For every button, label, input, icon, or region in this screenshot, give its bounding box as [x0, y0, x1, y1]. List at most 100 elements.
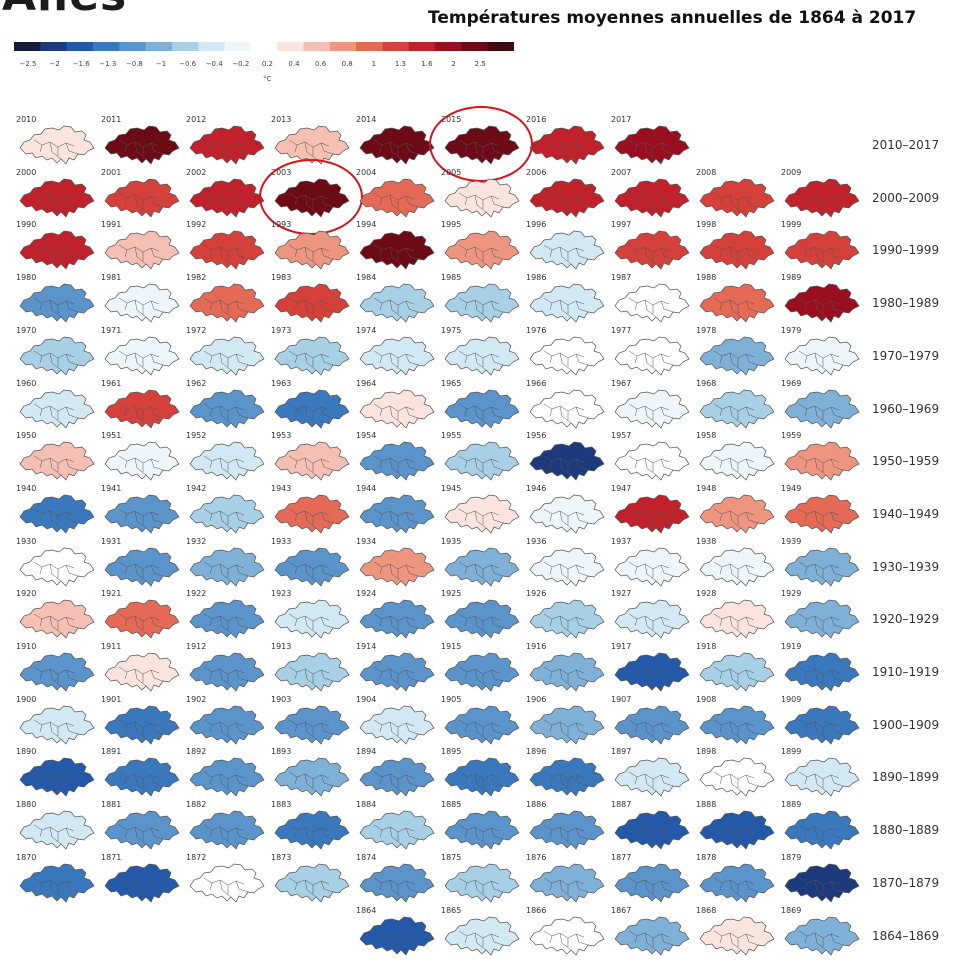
country-fill	[614, 652, 690, 692]
year-map-shape	[529, 863, 605, 903]
region-border	[304, 458, 317, 476]
year-map-shape	[614, 336, 690, 376]
country-fill	[104, 810, 180, 850]
year-map-1884: 1884	[354, 800, 438, 855]
region-border	[39, 724, 43, 732]
country-fill	[274, 547, 350, 587]
country-fill	[444, 652, 520, 692]
year-label: 1925	[441, 589, 462, 599]
country-fill	[19, 547, 95, 587]
region-border	[713, 561, 755, 569]
year-map-shape	[614, 705, 690, 745]
year-map-shape	[444, 231, 520, 270]
year-map-shape	[274, 758, 350, 797]
region-border	[729, 300, 742, 318]
region-border	[124, 250, 128, 258]
country-fill	[614, 547, 690, 587]
country-fill	[444, 494, 520, 534]
country-fill	[614, 494, 690, 534]
region-border	[543, 508, 585, 517]
region-border	[830, 248, 844, 260]
region-border	[490, 775, 504, 787]
year-map-shape	[19, 441, 95, 481]
region-border	[150, 511, 164, 524]
year-map-shape	[104, 863, 180, 903]
year-map-1923: 1923	[269, 589, 353, 644]
year-label: 1938	[696, 536, 717, 546]
region-border	[389, 300, 402, 318]
year-label: 1977	[611, 325, 632, 335]
region-border	[644, 405, 657, 423]
year-map-1907: 1907	[609, 695, 693, 750]
region-border	[745, 459, 759, 471]
region-border	[464, 777, 468, 785]
year-map-shape	[784, 283, 860, 323]
region-border	[713, 455, 755, 464]
year-label: 1998	[696, 220, 717, 230]
region-border	[235, 248, 249, 260]
year-map-shape	[104, 441, 180, 481]
year-map-1995: 1995	[439, 220, 523, 275]
year-label: 1936	[526, 536, 547, 546]
region-border	[209, 513, 213, 521]
country-fill	[529, 441, 605, 481]
region-border	[634, 619, 638, 627]
year-map-shape	[274, 389, 350, 429]
year-label: 1970	[16, 325, 37, 335]
year-label: 1926	[526, 589, 547, 599]
colorbar	[14, 42, 514, 51]
country-fill	[529, 494, 605, 534]
year-map-1868: 1868	[694, 906, 778, 961]
year-map-shape	[614, 863, 690, 903]
country-fill	[529, 863, 605, 903]
year-label: 1973	[271, 325, 292, 335]
year-map-2009: 2009	[779, 168, 863, 223]
year-label: 1953	[271, 431, 292, 441]
region-border	[634, 461, 638, 469]
country-fill	[529, 705, 605, 745]
country-fill	[104, 389, 180, 429]
region-border	[134, 563, 147, 581]
region-border	[405, 880, 419, 893]
year-map-1968: 1968	[694, 379, 778, 434]
colorbar-tick-label: −0.6	[179, 60, 197, 68]
region-border	[203, 245, 245, 253]
country-fill	[274, 389, 350, 429]
country-fill	[529, 283, 605, 323]
region-border	[320, 564, 334, 576]
colorbar-tick-label: 0.4	[288, 60, 300, 68]
region-border	[474, 774, 487, 792]
country-fill	[699, 494, 775, 534]
year-map-shape	[359, 705, 435, 745]
region-border	[464, 408, 468, 416]
year-label: 1905	[441, 694, 462, 704]
region-border	[830, 933, 844, 945]
region-border	[288, 772, 330, 780]
region-border	[65, 669, 79, 682]
region-border	[304, 879, 317, 897]
year-label: 1904	[356, 694, 377, 704]
country-fill	[699, 652, 775, 692]
country-fill	[444, 810, 520, 850]
region-border	[814, 827, 827, 845]
country-fill	[699, 758, 775, 797]
region-border	[39, 461, 43, 469]
region-border	[559, 247, 572, 265]
region-border	[235, 511, 249, 524]
region-border	[49, 510, 62, 529]
country-fill	[614, 441, 690, 481]
region-border	[549, 566, 553, 574]
year-label: 2016	[526, 115, 547, 124]
region-border	[33, 824, 75, 833]
region-border	[474, 352, 487, 370]
year-map-2014: 2014	[354, 115, 438, 170]
region-border	[814, 774, 827, 792]
region-border	[729, 827, 742, 845]
year-label: 1980	[16, 273, 37, 283]
year-label: 2012	[186, 115, 207, 124]
country-fill	[359, 916, 435, 956]
region-border	[644, 563, 657, 581]
region-border	[729, 405, 742, 423]
region-border	[379, 671, 383, 680]
country-fill	[189, 336, 265, 376]
